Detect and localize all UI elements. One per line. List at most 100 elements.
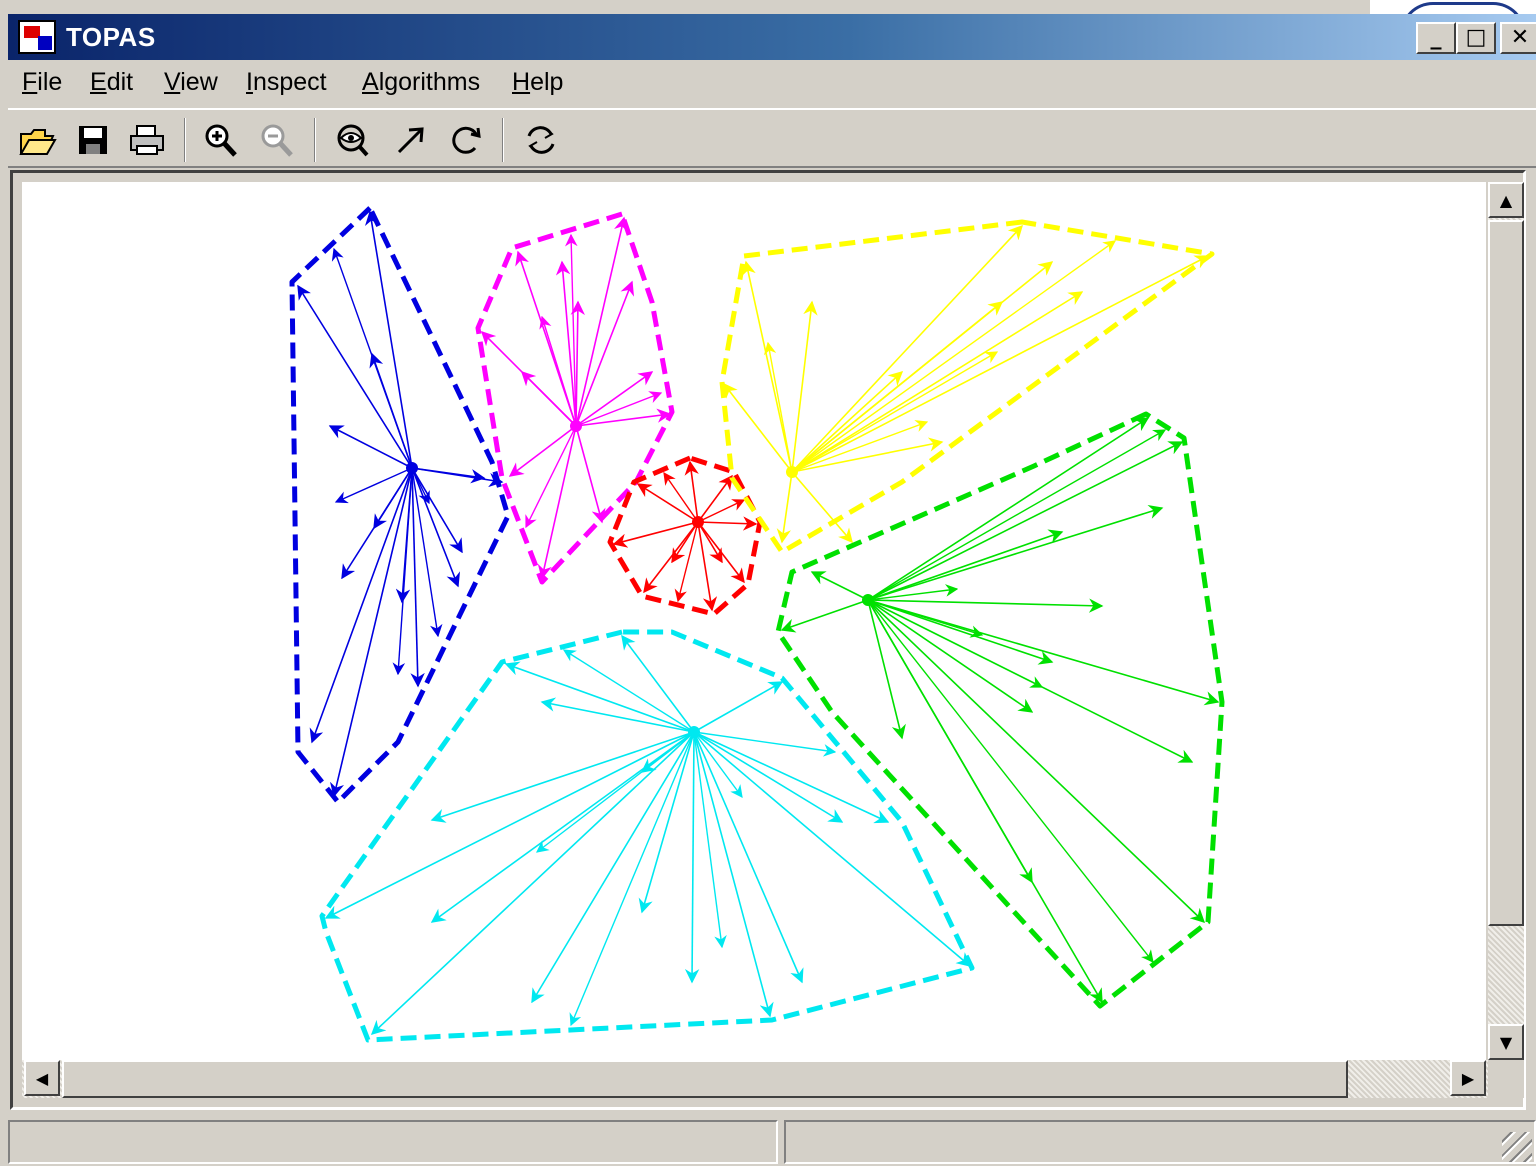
magenta-cluster-center: [570, 420, 582, 432]
window-title: TOPAS: [66, 22, 156, 52]
vertical-scrollbar[interactable]: ▲ ▼: [1488, 182, 1524, 1060]
green-edge: [867, 599, 1044, 688]
print-button[interactable]: [124, 118, 170, 162]
vertical-scroll-thumb[interactable]: [1488, 220, 1524, 926]
blue-edge: [328, 425, 413, 469]
red-edge: [612, 521, 699, 548]
green-edge: [867, 417, 1150, 601]
cluster-canvas[interactable]: [22, 182, 1486, 1060]
minimize-button[interactable]: _: [1416, 22, 1456, 54]
menu-help[interactable]: Help: [512, 68, 564, 96]
blue-edge: [411, 467, 486, 484]
cyan-edge: [693, 731, 804, 984]
status-pane-left: [8, 1120, 778, 1164]
scroll-down-button[interactable]: ▼: [1488, 1024, 1524, 1060]
menu-bar: File Edit View Inspect Algorithms Help: [8, 62, 1536, 106]
toolbar-separator: [184, 118, 186, 162]
yellow-edge: [763, 341, 793, 473]
cyan-edge: [693, 681, 784, 733]
scroll-up-button[interactable]: ▲: [1488, 182, 1524, 218]
horizontal-scrollbar[interactable]: ◀ ▶: [22, 1060, 1488, 1098]
cyan-edge: [430, 731, 695, 823]
menu-edit[interactable]: Edit: [90, 68, 134, 96]
scrollbar-corner: [1488, 1060, 1524, 1098]
cyan-edge: [621, 634, 695, 733]
magenta-cluster-hull: [475, 211, 675, 585]
yellow-edge: [776, 471, 793, 544]
maximize-button[interactable]: □: [1456, 22, 1496, 54]
yellow-edge: [791, 300, 818, 473]
desktop-corner-decoration: [1370, 0, 1536, 35]
yellow-edge: [791, 291, 1084, 473]
inspect-eye-icon: [337, 124, 369, 157]
inspect-button[interactable]: [330, 118, 376, 162]
cyan-edge: [569, 731, 695, 1027]
red-edge: [643, 521, 699, 594]
blue-edge: [334, 467, 413, 504]
zoom-in-button[interactable]: [198, 118, 244, 162]
green-edge: [780, 599, 869, 633]
horizontal-scroll-thumb[interactable]: [62, 1060, 1348, 1098]
yellow-edge: [791, 371, 904, 473]
red-edge: [697, 521, 723, 564]
canvas-frame: [10, 170, 1526, 1110]
title-bar[interactable]: TOPAS _ □ ✕: [8, 14, 1536, 60]
zoom-out-button[interactable]: [254, 118, 300, 162]
close-button[interactable]: ✕: [1500, 22, 1536, 54]
red-edge: [697, 521, 718, 612]
open-button[interactable]: [14, 118, 60, 162]
magenta-edge: [575, 425, 606, 524]
save-button[interactable]: [70, 118, 116, 162]
menu-file[interactable]: File: [22, 68, 63, 96]
arrow-tool-button[interactable]: [388, 118, 434, 162]
red-edge: [674, 521, 699, 603]
green-edge: [867, 599, 1206, 923]
magenta-edge: [575, 216, 629, 427]
red-edge: [697, 521, 745, 584]
minimize-icon: _: [1430, 25, 1442, 50]
magenta-edge: [539, 315, 577, 427]
blue-edge: [411, 467, 461, 588]
green-edge: [810, 571, 869, 601]
toolbar-separator: [314, 118, 316, 162]
toolbar: [8, 108, 1536, 168]
magenta-edge: [575, 280, 635, 427]
yellow-edge: [723, 382, 793, 473]
yellow-edge: [791, 420, 929, 473]
blue-edge: [331, 247, 413, 469]
blue-edge: [329, 467, 413, 798]
status-pane-right: [784, 1120, 1536, 1164]
resize-grip[interactable]: [1502, 1132, 1532, 1162]
red-edge: [684, 460, 699, 523]
cyan-edge: [535, 731, 695, 853]
app-icon[interactable]: [18, 20, 56, 54]
blue-edge: [411, 467, 443, 638]
magenta-edge: [575, 371, 654, 427]
refresh-button[interactable]: [518, 118, 564, 162]
blue-cluster-hull: [289, 205, 511, 805]
toolbar-separator: [502, 118, 504, 162]
scroll-left-button[interactable]: ◀: [24, 1060, 60, 1096]
red-edge: [697, 474, 733, 523]
green-edge: [867, 599, 984, 638]
green-cluster-hull: [775, 411, 1225, 1009]
blue-edge: [364, 210, 413, 469]
cyan-cluster-hull: [319, 629, 975, 1043]
menu-algorithms[interactable]: Algorithms: [362, 68, 481, 96]
cyan-edge: [693, 731, 837, 757]
yellow-edge: [791, 437, 944, 473]
cyan-edge: [540, 697, 695, 733]
rotate-button[interactable]: [444, 118, 490, 162]
menu-view[interactable]: View: [164, 68, 218, 96]
magenta-edge: [570, 300, 585, 427]
red-edge: [697, 516, 758, 531]
magenta-edge: [525, 425, 577, 529]
yellow-edge: [791, 255, 1210, 473]
cyan-edge: [638, 731, 695, 914]
menu-inspect[interactable]: Inspect: [246, 68, 327, 96]
scroll-right-button[interactable]: ▶: [1450, 1060, 1486, 1096]
zoom-out-icon: [261, 124, 293, 157]
green-edge: [867, 599, 1034, 713]
open-folder-icon: [19, 129, 57, 155]
